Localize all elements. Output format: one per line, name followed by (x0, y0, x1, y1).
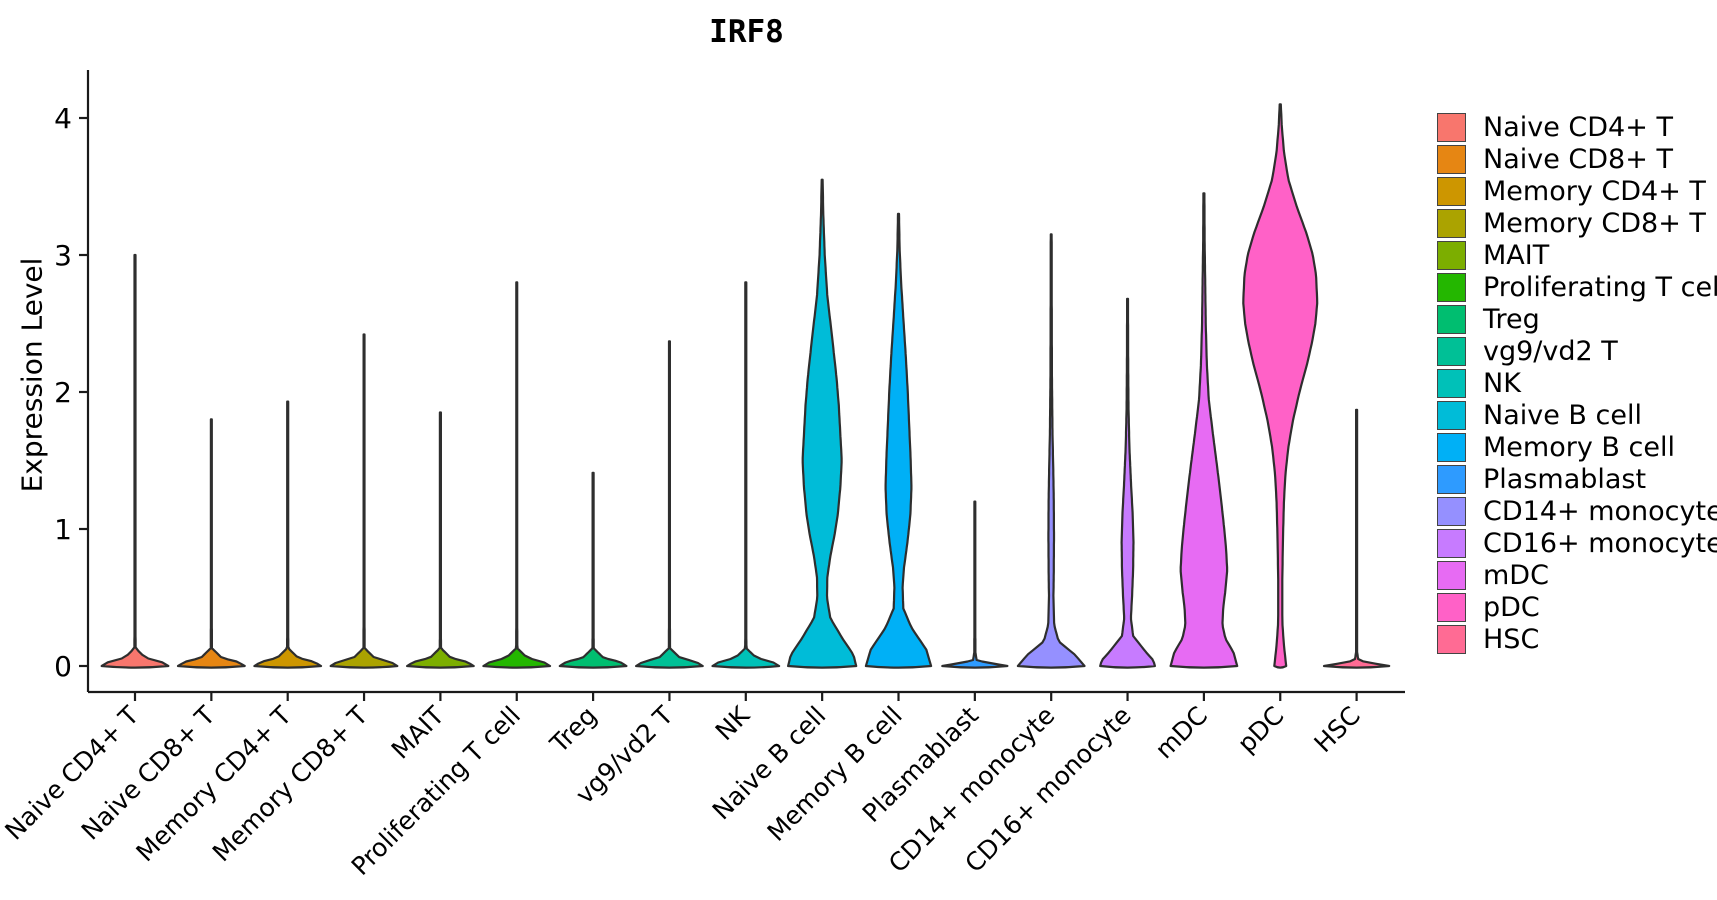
legend-swatch (1437, 496, 1466, 526)
legend-label: vg9/vd2 T (1483, 335, 1618, 367)
legend-swatch (1437, 592, 1466, 622)
x-tick-label: NK (710, 700, 756, 746)
legend: Naive CD4+ T Naive CD8+ T Memory CD4+ T Mem… (1437, 111, 1717, 655)
legend-swatch (1437, 560, 1466, 590)
legend-swatch (1437, 464, 1466, 494)
violin-naive-cd8-t (176, 418, 246, 669)
violin-mdc (1169, 192, 1239, 669)
legend-item: Plasmablast (1437, 463, 1717, 495)
legend-item: CD14+ monocyte (1437, 495, 1717, 527)
y-axis-title: Expression Level (15, 257, 49, 493)
legend-swatch (1437, 336, 1466, 366)
violin-memory-cd4-t (253, 400, 323, 669)
legend-label: Memory CD4+ T (1483, 175, 1706, 207)
legend-item: Naive CD8+ T (1437, 143, 1717, 175)
x-tick-label: MAIT (386, 700, 450, 764)
legend-item: NK (1437, 367, 1717, 399)
legend-item: Memory CD8+ T (1437, 207, 1717, 239)
legend-label: CD16+ monocyte (1483, 527, 1717, 559)
violin-memory-cd8-t (329, 333, 399, 669)
legend-label: HSC (1483, 623, 1540, 655)
legend-label: NK (1483, 367, 1521, 399)
legend-label: Memory CD8+ T (1483, 207, 1706, 239)
violin-vg9-vd2-t (635, 340, 704, 669)
legend-swatch (1437, 624, 1466, 654)
x-tick-label: Treg (544, 701, 602, 759)
legend-item: Naive CD4+ T (1437, 111, 1717, 143)
legend-swatch (1437, 272, 1466, 302)
legend-label: Plasmablast (1483, 463, 1647, 495)
y-tick-label: 4 (54, 102, 72, 135)
violin-pdc (1242, 103, 1319, 669)
legend-swatch (1437, 112, 1466, 142)
legend-item: MAIT (1437, 239, 1717, 271)
violin-cd16-monocyte (1099, 297, 1156, 669)
legend-swatch (1437, 432, 1466, 462)
x-tick-label: Memory B cell (762, 701, 908, 847)
x-tick-label: HSC (1308, 701, 1365, 758)
legend-swatch (1437, 240, 1466, 270)
violin-naive-b-cell (787, 178, 858, 669)
x-tick-label: Naive CD4+ T (0, 700, 145, 845)
violin-naive-cd4-t (100, 253, 170, 669)
legend-item: Proliferating T cell (1437, 271, 1717, 303)
legend-item: Memory CD4+ T (1437, 175, 1717, 207)
violin-mait (406, 411, 475, 669)
legend-label: mDC (1483, 559, 1549, 591)
legend-swatch (1437, 528, 1466, 558)
legend-item: HSC (1437, 623, 1717, 655)
y-tick-label: 2 (54, 376, 72, 409)
legend-label: Naive B cell (1483, 399, 1642, 431)
legend-label: Memory B cell (1483, 431, 1675, 463)
legend-label: Treg (1483, 303, 1540, 335)
y-tick-label: 3 (54, 239, 72, 272)
legend-item: Memory B cell (1437, 431, 1717, 463)
violin-nk (711, 281, 781, 669)
legend-swatch (1437, 208, 1466, 238)
violin-proliferating-t-cell (482, 281, 552, 669)
violin-treg (558, 471, 628, 669)
legend-swatch (1437, 400, 1466, 430)
legend-item: pDC (1437, 591, 1717, 623)
x-tick-label: mDC (1149, 701, 1213, 765)
legend-item: CD16+ monocyte (1437, 527, 1717, 559)
legend-label: Proliferating T cell (1483, 271, 1717, 303)
legend-item: vg9/vd2 T (1437, 335, 1717, 367)
legend-label: Naive CD8+ T (1483, 143, 1673, 175)
legend-swatch (1437, 176, 1466, 206)
legend-label: MAIT (1483, 239, 1550, 271)
legend-swatch (1437, 144, 1466, 174)
x-tick-label: Naive CD8+ T (76, 700, 221, 845)
legend-label: pDC (1483, 591, 1540, 623)
legend-swatch (1437, 368, 1466, 398)
legend-label: CD14+ monocyte (1483, 495, 1717, 527)
violin-hsc (1322, 408, 1391, 669)
x-tick-label: pDC (1232, 701, 1290, 759)
y-tick-label: 0 (54, 650, 72, 683)
violin-cd14-monocyte (1016, 233, 1086, 669)
violin-memory-b-cell (864, 212, 933, 669)
legend-item: Treg (1437, 303, 1717, 335)
legend-swatch (1437, 304, 1466, 334)
legend-item: Naive B cell (1437, 399, 1717, 431)
violin-plasmablast (941, 500, 1009, 669)
legend-item: mDC (1437, 559, 1717, 591)
legend-label: Naive CD4+ T (1483, 111, 1673, 143)
y-tick-label: 1 (54, 513, 72, 546)
page-title: IRF8 (709, 14, 784, 50)
